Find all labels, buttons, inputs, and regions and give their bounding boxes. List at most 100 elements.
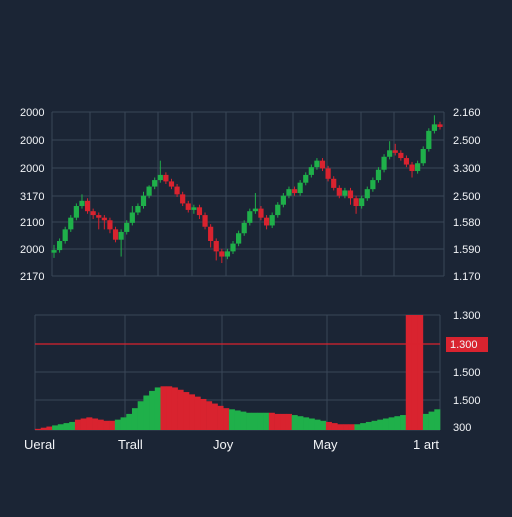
volume-bar [405, 315, 412, 430]
volume-bar [411, 315, 418, 430]
time-axis-label: Joy [213, 437, 234, 452]
volume-bar [251, 412, 258, 430]
volume-bar [343, 424, 350, 430]
volume-bar [109, 420, 116, 430]
volume-bar [35, 428, 42, 430]
candle-body [157, 174, 163, 181]
volume-bar [183, 392, 190, 430]
candle-body [124, 222, 130, 232]
candle-body [359, 198, 365, 207]
volume-bar [160, 386, 167, 430]
volume-bar [400, 415, 407, 430]
volume-bar [177, 389, 184, 430]
left-axis-label: 2170 [20, 271, 44, 283]
candle-body [90, 211, 96, 216]
right-axis-label: 1.170 [453, 271, 481, 283]
candle-body [347, 190, 354, 199]
volume-bar [280, 413, 287, 430]
candlestick-series [51, 115, 443, 264]
left-axis-label: 2000 [20, 244, 44, 256]
volume-bar [365, 421, 372, 430]
volume-bar [246, 412, 253, 430]
candle-body [241, 222, 247, 234]
right-axis-label: 3.300 [453, 163, 481, 175]
candle-body [174, 186, 180, 195]
time-axis-label: Ueral [24, 437, 55, 452]
volume-bar [40, 427, 47, 430]
volume-bar [137, 401, 144, 430]
candle-body [180, 194, 186, 204]
volume-bar [114, 419, 121, 430]
candle-body [331, 178, 337, 188]
volume-bar [143, 395, 150, 430]
candle-body [51, 250, 57, 253]
volume-bar [189, 394, 196, 430]
candle-body [437, 124, 443, 127]
candle-body [112, 229, 119, 240]
candle-body [101, 217, 107, 221]
volume-bar [120, 417, 127, 430]
volume-bar [131, 408, 138, 430]
candle-body [213, 241, 219, 252]
volume-bar [394, 416, 401, 430]
volume-bar [422, 413, 429, 430]
volume-bar [228, 409, 235, 430]
volume-bar [149, 390, 156, 430]
candle-body [96, 215, 102, 218]
volume-bar [257, 412, 264, 430]
candle-body [280, 195, 286, 205]
candle-body [370, 180, 376, 190]
volume-bar [223, 408, 230, 430]
volume-bar [166, 386, 173, 430]
candle-body [107, 220, 113, 230]
price-level-badge-text: 1.300 [450, 339, 478, 351]
candle-body [163, 174, 169, 182]
volume-bar [320, 420, 327, 430]
volume-bar [52, 425, 59, 430]
candle-body [196, 207, 203, 216]
volume-bar [314, 419, 321, 430]
volume-bar [263, 412, 270, 430]
candle-body [364, 189, 370, 199]
right-axis-label: 1.500 [453, 367, 481, 379]
volume-bar [211, 403, 218, 430]
volume-bar [434, 409, 441, 430]
candle-body [286, 189, 292, 196]
candle-body [381, 156, 387, 170]
volume-bar [297, 416, 304, 430]
volume-bar [154, 387, 161, 430]
candle-body [426, 130, 432, 149]
volume-bar [57, 424, 64, 430]
candle-body [392, 150, 398, 153]
volume-bar [234, 410, 241, 430]
candle-body [146, 186, 152, 196]
volume-bar [97, 419, 104, 430]
time-axis-label: May [313, 437, 338, 452]
candle-body [403, 158, 410, 165]
candle-body [79, 200, 85, 207]
left-axis-label: 2000 [20, 135, 44, 147]
volume-bar [206, 401, 213, 430]
volume-bar [291, 415, 298, 430]
candle-body [230, 243, 236, 252]
volume-bar [69, 421, 76, 430]
volume-bar [217, 405, 224, 430]
right-axis-label: 2.160 [453, 107, 481, 119]
candle-body [353, 198, 359, 207]
right-axis-label: 2.500 [453, 191, 481, 203]
volume-bar [194, 396, 201, 430]
volume-bar [354, 424, 361, 430]
volume-bar [360, 423, 367, 430]
candle-body [325, 168, 331, 179]
candle-body [118, 231, 124, 240]
candle-body [56, 241, 63, 251]
volume-bar [63, 423, 70, 430]
volume-bar [377, 419, 384, 430]
candle-body [140, 195, 147, 207]
volume-bar [268, 412, 275, 430]
left-axis-label: 3170 [20, 191, 44, 203]
volume-bar [382, 418, 389, 430]
candle-body [263, 217, 270, 226]
